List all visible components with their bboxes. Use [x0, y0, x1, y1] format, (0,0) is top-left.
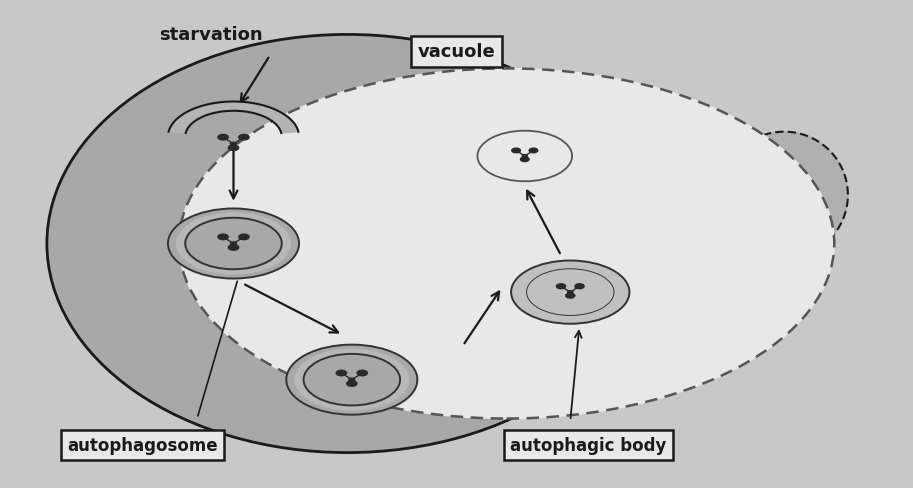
Circle shape — [304, 354, 400, 406]
Circle shape — [168, 209, 299, 279]
Circle shape — [568, 291, 572, 294]
Circle shape — [239, 235, 249, 240]
Circle shape — [530, 149, 538, 153]
Circle shape — [218, 235, 228, 240]
Text: starvation: starvation — [159, 26, 263, 44]
Circle shape — [239, 135, 249, 141]
Circle shape — [295, 349, 409, 410]
Circle shape — [522, 155, 527, 158]
Circle shape — [575, 284, 584, 289]
Text: vacuole: vacuole — [417, 43, 496, 61]
Circle shape — [357, 370, 367, 376]
Circle shape — [228, 245, 238, 251]
Circle shape — [179, 69, 834, 419]
Circle shape — [287, 345, 417, 415]
Circle shape — [477, 131, 572, 182]
Circle shape — [336, 370, 347, 376]
Circle shape — [231, 143, 236, 146]
Text: autophagosome: autophagosome — [68, 436, 218, 454]
Ellipse shape — [47, 35, 647, 453]
Ellipse shape — [720, 132, 848, 259]
Circle shape — [176, 214, 290, 274]
Circle shape — [520, 158, 529, 162]
Circle shape — [512, 149, 520, 153]
Circle shape — [228, 146, 238, 151]
Circle shape — [185, 218, 282, 270]
Circle shape — [511, 261, 629, 324]
Circle shape — [349, 378, 355, 382]
Circle shape — [556, 284, 565, 289]
Circle shape — [347, 381, 357, 386]
Circle shape — [231, 243, 236, 245]
Polygon shape — [169, 102, 299, 134]
Circle shape — [218, 135, 228, 141]
Text: autophagic body: autophagic body — [510, 436, 666, 454]
Circle shape — [566, 294, 575, 299]
